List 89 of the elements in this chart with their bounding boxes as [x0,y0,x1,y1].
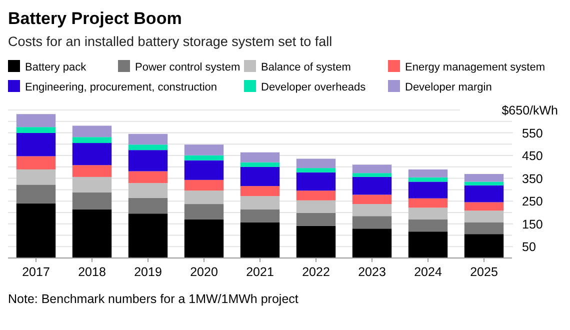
legend-label: Power control system [135,62,240,74]
legend-label: Balance of system [261,62,351,74]
bar [464,222,504,234]
bar [352,173,392,177]
bar [408,219,448,232]
bar [16,132,56,156]
chart-subtitle: Costs for an installed battery storage system set to fall [8,34,332,49]
bar [352,164,392,174]
x-tick-label: 2021 [246,265,274,279]
bar [464,234,504,258]
bar [240,166,280,186]
bar [296,190,336,200]
bar [72,137,112,144]
bar [296,158,336,168]
bar [72,143,112,166]
bar [408,208,448,220]
bar [240,222,280,258]
bar [240,162,280,167]
bar [16,114,56,128]
x-tick-label: 2020 [190,265,218,279]
bar [408,169,448,178]
bar [352,194,392,204]
bar [464,210,504,222]
bar [352,204,392,216]
x-tick-label: 2024 [414,265,442,279]
y-tick-label: 350 [522,172,543,186]
bar [184,180,224,191]
y-tick-label: 150 [522,217,543,232]
x-tick-label: 2025 [470,265,498,279]
bar [352,216,392,229]
bar [16,127,56,133]
bar [296,168,336,172]
bar [128,144,168,150]
bar [352,176,392,195]
y-tick-label: 450 [522,149,543,164]
bar [408,198,448,208]
bar [16,203,56,258]
bar [184,219,224,258]
y-tick-label: 550 [522,126,543,140]
bar [128,183,168,198]
legend-label: Energy management system [405,62,546,74]
x-tick-label: 2023 [358,265,386,279]
legend-label: Developer margin [405,82,492,94]
bar [128,134,168,145]
bar [128,171,168,184]
x-tick-label: 2017 [22,265,50,279]
bar [240,186,280,196]
bar [184,204,224,220]
legend-label: Developer overheads [261,82,366,94]
bar [296,226,336,258]
bar [464,202,504,211]
bar [408,232,448,258]
bar [464,182,504,186]
bar [72,126,112,138]
bar [408,177,448,182]
bar [128,214,168,258]
x-tick-label: 2019 [134,265,162,279]
bar [16,156,56,170]
y-tick-label: 50 [522,240,536,254]
bar [184,160,224,180]
bar [128,198,168,214]
bar [72,192,112,210]
bar [184,155,224,160]
chart-title: Battery Project Boom [8,9,182,28]
legend-label: Engineering, procurement, construction [25,82,217,94]
bar [72,165,112,177]
bar [128,150,168,172]
bar [296,200,336,213]
bar [184,190,224,204]
bar [352,228,392,258]
bar [464,174,504,182]
bar [72,176,112,192]
bar [296,212,336,226]
bar [408,182,448,198]
bar [16,184,56,204]
bar [240,196,280,210]
y-tick-label: 250 [522,194,543,209]
bar [16,169,56,185]
legend-label: Battery pack [25,62,87,74]
bar [240,209,280,222]
y-tick-label: $650/kWh [502,104,558,118]
text: Note: Benchmark numbers for a 1MW/1MWh project [8,292,299,306]
bar [240,152,280,162]
bar [72,209,112,258]
bar [184,144,224,156]
x-tick-label: 2022 [302,265,330,279]
x-tick-label: 2018 [78,265,106,279]
bar [464,185,504,202]
bar [296,172,336,191]
